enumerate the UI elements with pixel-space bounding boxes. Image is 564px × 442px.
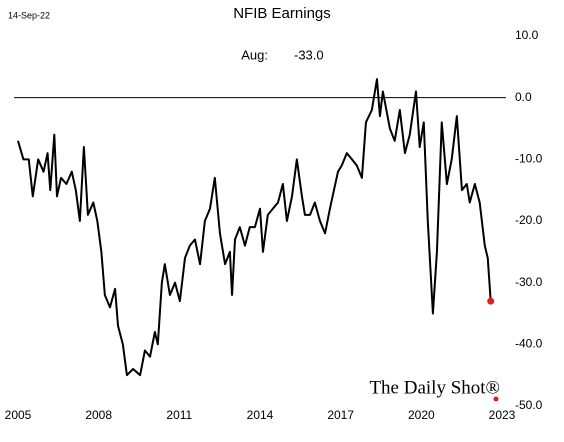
annotation-value: -33.0 xyxy=(294,47,324,62)
y-tick-label: -50.0 xyxy=(515,398,543,412)
y-tick-label: 10.0 xyxy=(515,28,539,42)
x-tick-label: 2008 xyxy=(85,408,112,422)
last-point xyxy=(487,297,495,305)
watermark-dot xyxy=(493,396,499,402)
chart-title: NFIB Earnings xyxy=(233,5,331,22)
x-tick-label: 2005 xyxy=(5,408,32,422)
y-tick-label: -30.0 xyxy=(515,275,543,289)
watermark: The Daily Shot® xyxy=(369,377,500,398)
date: 14-Sep-22 xyxy=(8,10,50,20)
y-tick-label: -40.0 xyxy=(515,337,543,351)
y-tick-label: 0.0 xyxy=(515,90,532,104)
line xyxy=(17,78,492,377)
x-tick-label: 2020 xyxy=(408,408,435,422)
y-tick-label: -10.0 xyxy=(515,152,543,166)
x-tick-label: 2017 xyxy=(327,408,354,422)
x-tick-label: 2011 xyxy=(166,408,192,422)
y-tick-label: -20.0 xyxy=(515,213,543,227)
x-tick-label: 2023 xyxy=(489,408,516,422)
x-tick-label: 2014 xyxy=(247,408,274,422)
annotation: Aug: xyxy=(241,47,268,62)
